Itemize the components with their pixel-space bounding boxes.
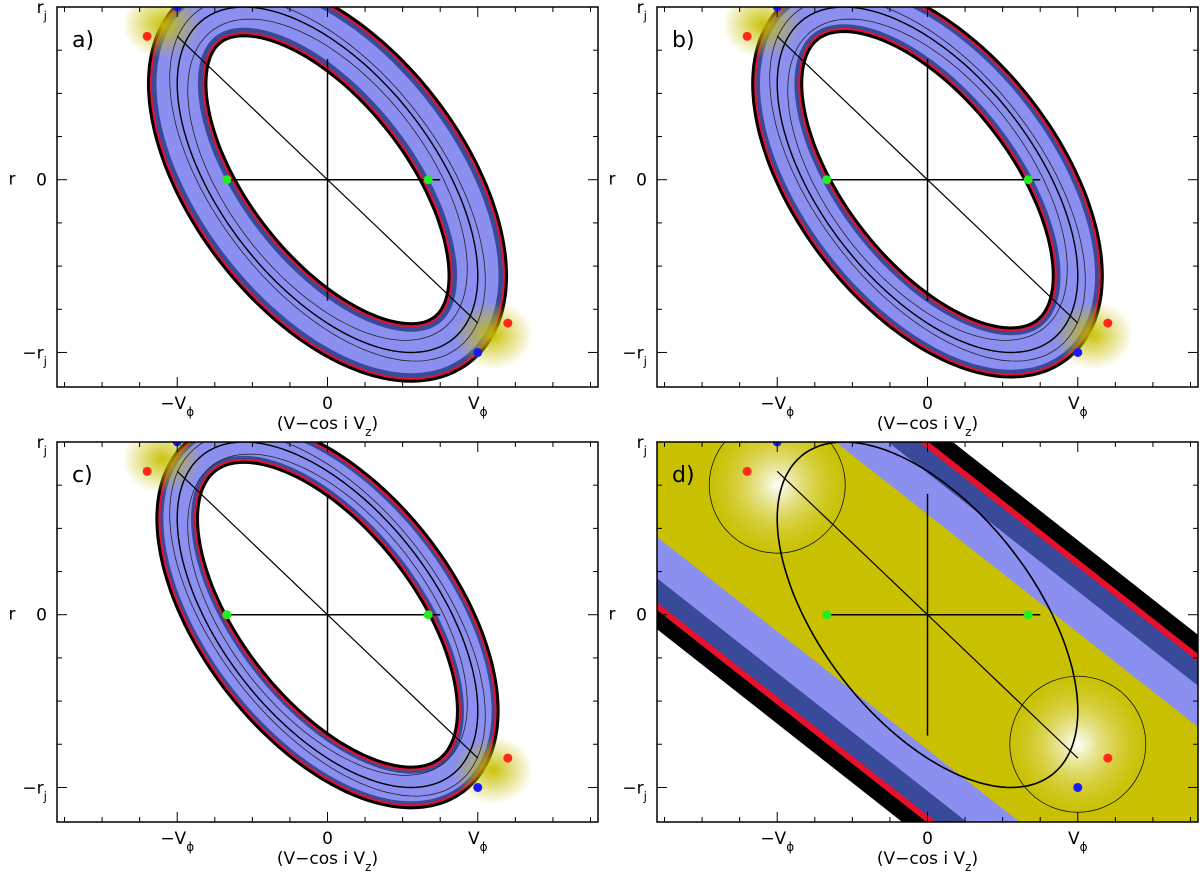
blue-point [1073, 347, 1083, 357]
blue-point [1073, 782, 1083, 792]
y-tick-label: 0 [636, 606, 647, 626]
plot-area [122, 442, 533, 810]
orbit-ellipse [176, 442, 479, 789]
x-tick-label: 0 [922, 394, 933, 414]
density-peak [997, 664, 1158, 822]
orbit-ellipse [176, 7, 479, 354]
y-axis-label: r [9, 170, 16, 190]
x-tick-label: 0 [322, 394, 333, 414]
panel-label: b) [672, 28, 695, 53]
x-axis-label: (V−cos i Vz) [877, 414, 978, 439]
x-tick-label: −Vϕ [160, 394, 194, 419]
red-point [742, 31, 752, 41]
x-tick-label: 0 [322, 829, 333, 849]
contour-line [169, 442, 486, 797]
ring-hotspot [122, 7, 203, 59]
green-point [822, 175, 832, 185]
red-point [503, 318, 513, 328]
x-axis-label: (V−cos i Vz) [877, 849, 978, 874]
green-point [1023, 175, 1033, 185]
x-tick-label: Vϕ [468, 394, 488, 419]
red-point [142, 466, 152, 476]
y-tick-label: rj [637, 0, 647, 23]
y-tick-label: rj [37, 0, 47, 23]
contour-circle [708, 442, 846, 554]
x-tick-label: Vϕ [468, 829, 488, 854]
y-tick-label: rj [637, 433, 647, 458]
green-point [423, 175, 433, 185]
panel-b: −Vϕ 0 Vϕ rj 0 −rj (V−cos i Vz) r b) [609, 0, 1199, 439]
x-tick-label: Vϕ [1068, 394, 1088, 419]
green-point [423, 610, 433, 620]
red-point [503, 753, 513, 763]
x-axis-label: (V−cos i Vz) [277, 849, 378, 874]
y-axis-label: r [609, 170, 616, 190]
diagonal-line [776, 35, 1079, 324]
panel-a: −Vϕ 0 Vϕ rj 0 −rj (V−cos i Vz) r a) [9, 0, 599, 439]
red-point [742, 466, 752, 476]
contour-line [787, 18, 1068, 341]
green-point [1023, 610, 1033, 620]
blue-point [473, 782, 483, 792]
blue-point [473, 347, 483, 357]
contour-line [187, 18, 468, 341]
y-tick-label: 0 [36, 171, 47, 191]
green-point [822, 610, 832, 620]
orbit-ellipse [776, 7, 1079, 354]
ring-hotspot [722, 7, 803, 59]
contour-line [187, 453, 468, 776]
y-axis-label: r [609, 605, 616, 625]
diagonal-line [176, 35, 479, 324]
panel-label: c) [72, 463, 93, 488]
panel-label: d) [672, 463, 695, 488]
panel-label: a) [72, 28, 94, 53]
diagonal-line [176, 470, 479, 759]
y-tick-label: −rj [22, 343, 47, 368]
x-tick-label: Vϕ [1068, 829, 1088, 854]
x-axis-label: (V−cos i Vz) [277, 414, 378, 439]
plot-area [722, 7, 1133, 379]
green-point [222, 175, 232, 185]
ring-hotspot [122, 442, 203, 494]
x-tick-label: 0 [922, 829, 933, 849]
panel-d: −Vϕ 0 Vϕ rj 0 −rj (V−cos i Vz) r d) [609, 433, 1199, 874]
y-tick-label: −rj [22, 778, 47, 803]
red-point [142, 31, 152, 41]
panel-c: −Vϕ 0 Vϕ rj 0 −rj (V−cos i Vz) r c) [9, 433, 599, 874]
y-tick-label: −rj [622, 343, 647, 368]
diagonal-line [776, 470, 1079, 759]
y-axis-label: r [9, 605, 16, 625]
contour-line [169, 7, 486, 362]
orbit-ellipse [776, 442, 1079, 789]
x-tick-label: −Vϕ [760, 394, 794, 419]
x-tick-label: −Vϕ [760, 829, 794, 854]
y-tick-label: 0 [36, 606, 47, 626]
red-point [1103, 753, 1113, 763]
contour-line [769, 7, 1086, 362]
y-tick-label: rj [37, 433, 47, 458]
y-tick-label: −rj [622, 778, 647, 803]
green-point [222, 610, 232, 620]
density-peak [697, 442, 858, 566]
x-tick-label: −Vϕ [160, 829, 194, 854]
plot-area [122, 7, 533, 383]
plot-area [657, 442, 1198, 822]
y-tick-label: 0 [636, 171, 647, 191]
red-point [1103, 318, 1113, 328]
